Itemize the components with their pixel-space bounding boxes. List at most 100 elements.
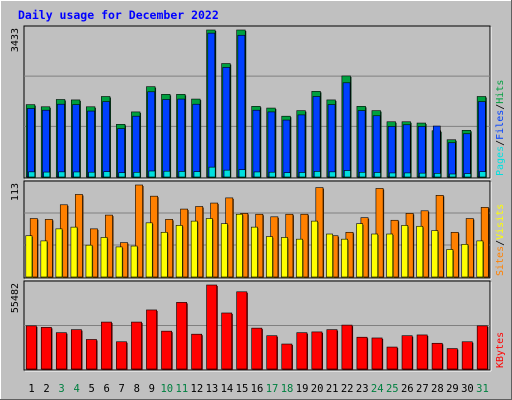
x-tick-label: 4 [73,383,79,395]
bar-kbytes [281,343,293,370]
bar-files [132,115,140,178]
bar-kbytes [236,291,248,370]
bar-files [162,99,170,178]
bar-kbytes [416,334,428,370]
bar-files [177,98,186,178]
bar-kbytes [116,341,127,370]
bar-pages [268,171,276,178]
bar-visits [160,231,168,278]
x-tick-label: 8 [134,383,140,395]
bar-files [463,133,471,178]
bar-kbytes [311,331,323,370]
bar-kbytes [371,337,383,370]
bar-files [357,110,366,178]
bar-pages [73,171,81,178]
bar-visits [40,240,48,278]
bar-visits [115,246,123,278]
bar-pages [374,172,381,178]
bar-files [57,103,65,178]
x-tick-label: 26 [401,383,414,395]
x-tick-label: 10 [160,383,173,395]
bar-visits [175,225,183,278]
x-tick-label: 25 [386,383,399,395]
bar-visits [341,238,348,278]
bar-files [207,32,216,178]
bar-visits [446,249,454,278]
bar-files [27,108,35,178]
bar-pages [178,171,186,178]
bar-visits [190,220,198,278]
panel-sites-visits: 113 Sites/Visits [10,180,506,280]
bar-files [267,111,276,178]
panel-kbytes: 55482 KBytes [10,280,506,372]
bar-kbytes [146,309,157,370]
bar-visits [296,238,303,278]
bar-files [282,119,291,178]
bar-visits [281,237,288,278]
x-axis: 1 2 3 4 5 6 7 8 9 10 11 12 13 14 15 16 17 18 19 20 21 22 23 24 2… [28,383,488,395]
bar-kbytes [431,342,443,370]
bar-pages [343,170,351,178]
bar-visits [85,244,93,278]
bar-pages [103,171,111,178]
bar-visits [250,226,258,278]
bar-files [402,124,411,178]
bar-kbytes [131,321,142,370]
x-tick-label: 30 [461,383,474,395]
bar-visits [145,222,153,278]
bar-visits [220,223,228,278]
bar-kbytes [25,325,37,370]
bar-files [87,110,95,178]
bar-sites [135,184,143,278]
x-tick-label: 3 [58,383,64,395]
bar-sites [375,188,384,278]
bar-kbytes [401,335,413,370]
bar-kbytes [266,335,278,370]
x-tick-label: 2 [43,383,49,395]
bar-pages [133,171,141,178]
x-tick-label: 12 [191,383,204,395]
x-tick-label: 21 [326,383,339,395]
legend-entry: Hits [495,80,506,104]
bar-files [252,109,261,178]
bar-files [297,114,306,178]
bar-kbytes [386,346,398,370]
bar-kbytes [356,336,368,370]
x-tick-label: 28 [431,383,444,395]
bar-kbytes [176,302,188,370]
bar-visits [371,233,379,278]
x-tick-label: 29 [446,383,459,395]
bar-pages [193,171,201,178]
bar-pages [464,173,472,178]
bar-visits [476,240,484,278]
x-tick-label: 23 [356,383,369,395]
bar-pages [313,171,321,178]
bar-visits [205,218,213,278]
bar-files [42,109,50,178]
x-tick-label: 7 [119,383,125,395]
bar-kbytes [221,312,233,370]
x-tick-label: 15 [236,383,249,395]
bar-visits [311,220,318,278]
legend-entry: Files [495,110,506,140]
bar-visits [326,233,333,278]
legend-entry: Pages [495,146,506,176]
bar-files [448,142,456,178]
bar-pages [298,172,306,178]
legend-kbytes: KBytes [495,332,506,368]
y-max-label: 3433 [10,28,21,52]
bar-pages [359,171,366,178]
bar-kbytes [161,330,172,370]
legend-entry: Sites [495,246,506,276]
bar-pages [88,171,96,178]
chart-title: Daily usage for December 2022 [18,8,219,22]
x-tick-label: 24 [371,383,384,395]
bar-files [117,128,125,178]
bar-kbytes [326,329,338,370]
bar-visits [431,230,439,278]
bar-visits [356,223,364,278]
bar-visits [70,226,78,278]
x-tick-label: 5 [88,383,94,395]
bar-visits [386,233,394,278]
